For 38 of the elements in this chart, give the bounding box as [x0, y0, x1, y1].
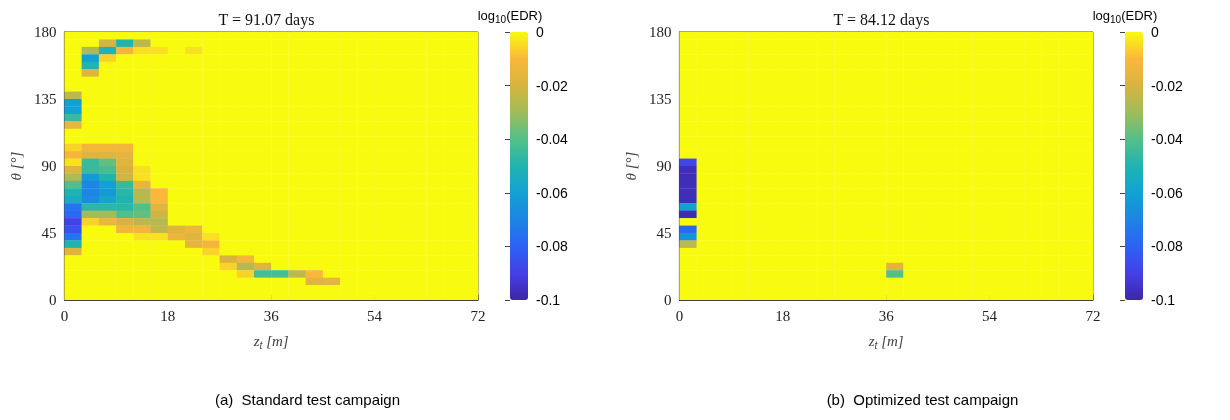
y-tick-label: 0 [48, 292, 57, 308]
x-tick-label: 18 [775, 307, 791, 324]
x-tick-label: 0 [60, 307, 69, 324]
color-bar-label: 0 [536, 24, 544, 40]
y-axis-title: θ [°] [622, 151, 639, 181]
x-tick-label: 54 [367, 307, 383, 324]
y-tick-label: 90 [656, 158, 672, 174]
x-tick-label: 18 [160, 307, 176, 324]
color-bar-label: -0.08 [1151, 238, 1184, 255]
y-tick-label: 0 [663, 292, 672, 308]
color-bar-label: -0.08 [536, 238, 569, 255]
x-tick-label: 36 [263, 307, 280, 324]
color-bar-label: -0.04 [536, 131, 569, 148]
color-bar-label: -0.06 [536, 184, 569, 201]
text: (b) Optimized test campaign [826, 391, 1019, 408]
x-tick-label: 0 [675, 307, 684, 324]
chart-title: T = 91.07 days [218, 10, 315, 29]
y-tick-label: 135 [33, 91, 57, 107]
y-tick-label: 45 [656, 225, 672, 241]
color-bar-label: 0 [1151, 24, 1159, 40]
y-tick-label: 45 [41, 225, 57, 241]
y-tick-label: 90 [41, 158, 57, 174]
x-tick-label: 54 [982, 307, 998, 324]
color-bar-label: -0.1 [1151, 292, 1176, 308]
y-tick-label: 180 [648, 24, 672, 40]
x-tick-label: 36 [878, 307, 895, 324]
color-bar-label: -0.1 [536, 292, 561, 308]
y-axis-title: θ [°] [7, 151, 24, 181]
color-bar-label: -0.04 [1151, 131, 1184, 148]
color-bar-label: -0.02 [536, 77, 569, 94]
text: (a) Standard test campaign [214, 391, 401, 408]
x-tick-label: 72 [470, 307, 486, 324]
color-bar-label: -0.06 [1151, 184, 1184, 201]
y-tick-label: 135 [648, 91, 672, 107]
color-bar-label: -0.02 [1151, 77, 1184, 94]
x-tick-label: 72 [1085, 307, 1101, 324]
y-tick-label: 180 [33, 24, 57, 40]
chart-title: T = 84.12 days [833, 10, 930, 29]
